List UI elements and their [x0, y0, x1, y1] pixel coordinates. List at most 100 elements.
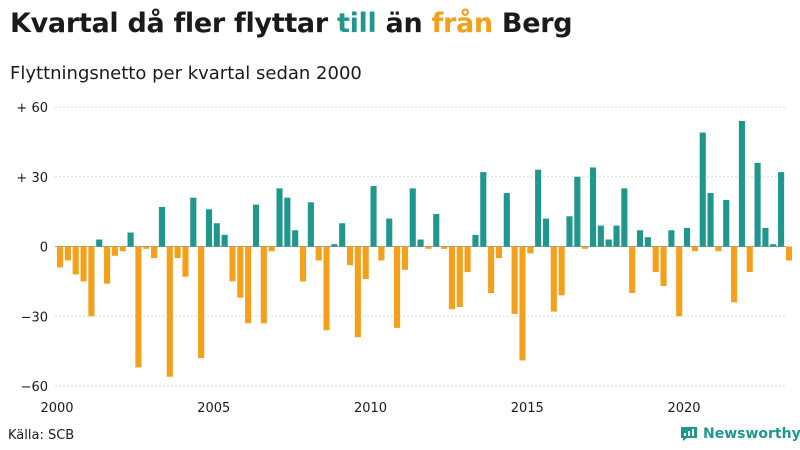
bar	[589, 167, 597, 247]
y-tick-label: −60	[21, 380, 48, 395]
bar	[527, 246, 534, 254]
newsworthy-logo-icon	[681, 427, 697, 441]
bar	[307, 202, 314, 247]
bar	[158, 206, 165, 247]
bar	[64, 246, 71, 261]
bar	[684, 227, 691, 247]
bar	[252, 204, 260, 247]
bar	[409, 188, 416, 247]
bar	[668, 230, 675, 247]
bar	[237, 246, 244, 298]
bar	[331, 244, 338, 247]
chart-title: Kvartal då fler flyttar till än från Ber…	[10, 8, 573, 39]
bar	[174, 246, 181, 259]
bar	[542, 218, 550, 247]
title-word-till: till	[336, 8, 377, 39]
bar	[72, 246, 79, 275]
bar	[762, 227, 769, 247]
bar	[715, 246, 722, 252]
bar	[511, 246, 518, 314]
bar	[182, 246, 189, 277]
bar	[88, 246, 95, 317]
bar	[535, 169, 542, 247]
bar	[636, 230, 644, 247]
bar	[229, 246, 236, 282]
bar	[644, 237, 651, 247]
axis-labels: + 60 + 30 0 −30 −60 2000 2005 2010 2015 2020	[16, 101, 700, 416]
bar	[707, 193, 714, 247]
bar	[613, 225, 620, 247]
newsworthy-logo[interactable]: Newsworthy	[680, 426, 800, 442]
bar	[339, 223, 346, 247]
bar	[503, 193, 510, 247]
bar	[260, 246, 267, 324]
bar	[245, 246, 252, 324]
bar	[778, 172, 785, 247]
x-tick-label: 2000	[40, 401, 73, 416]
bar	[629, 246, 636, 293]
bar	[472, 234, 479, 247]
bar	[723, 200, 730, 247]
bars	[57, 120, 792, 377]
bar	[456, 246, 463, 307]
bar	[346, 246, 354, 266]
bar	[495, 246, 503, 259]
title-part-3: Berg	[492, 8, 573, 39]
bar	[96, 239, 103, 247]
bar	[292, 230, 299, 247]
chart-subtitle: Flyttningsnetto per kvartal sedan 2000	[10, 63, 362, 84]
x-tick-label: 2005	[197, 401, 230, 416]
bar	[119, 246, 126, 252]
x-tick-label: 2020	[667, 401, 700, 416]
bar	[205, 209, 213, 247]
bar	[566, 216, 573, 247]
bar	[488, 246, 495, 293]
bar	[550, 246, 557, 312]
y-tick-label: 0	[40, 241, 48, 256]
bar	[464, 246, 471, 273]
bar	[660, 246, 667, 287]
bar	[691, 246, 698, 252]
bar	[558, 246, 565, 296]
bar	[190, 197, 197, 247]
bar	[362, 246, 369, 280]
bar	[746, 246, 753, 273]
bar	[401, 246, 408, 270]
y-tick-label: −30	[21, 310, 48, 325]
bar	[425, 246, 432, 249]
bar	[652, 246, 659, 273]
bar	[213, 223, 220, 247]
bar	[433, 213, 440, 247]
bar	[284, 197, 291, 247]
bar	[299, 246, 307, 282]
newsworthy-logo-text: Newsworthy	[703, 426, 800, 442]
bar	[754, 162, 761, 247]
bar	[394, 246, 401, 328]
bar	[448, 246, 455, 310]
bar	[480, 172, 487, 247]
title-part-2: än	[376, 8, 432, 39]
bar	[597, 225, 604, 247]
bar	[166, 246, 173, 377]
bar	[354, 246, 361, 338]
bar	[519, 246, 526, 361]
title-part-1: Kvartal då fler flyttar	[10, 8, 337, 39]
x-tick-label: 2015	[511, 401, 544, 416]
bar	[370, 186, 377, 247]
bar	[621, 188, 628, 247]
bar	[323, 246, 330, 331]
bar	[785, 246, 792, 261]
source-note: Källa: SCB	[8, 428, 75, 443]
bar	[143, 246, 150, 249]
bar	[738, 120, 745, 247]
bar	[104, 246, 111, 284]
y-tick-label: + 60	[16, 101, 48, 116]
bar	[378, 246, 385, 261]
bar	[135, 246, 142, 368]
bar	[57, 246, 64, 268]
bar	[221, 234, 228, 247]
bar	[276, 188, 283, 247]
bar	[676, 246, 683, 317]
bar	[770, 244, 777, 247]
